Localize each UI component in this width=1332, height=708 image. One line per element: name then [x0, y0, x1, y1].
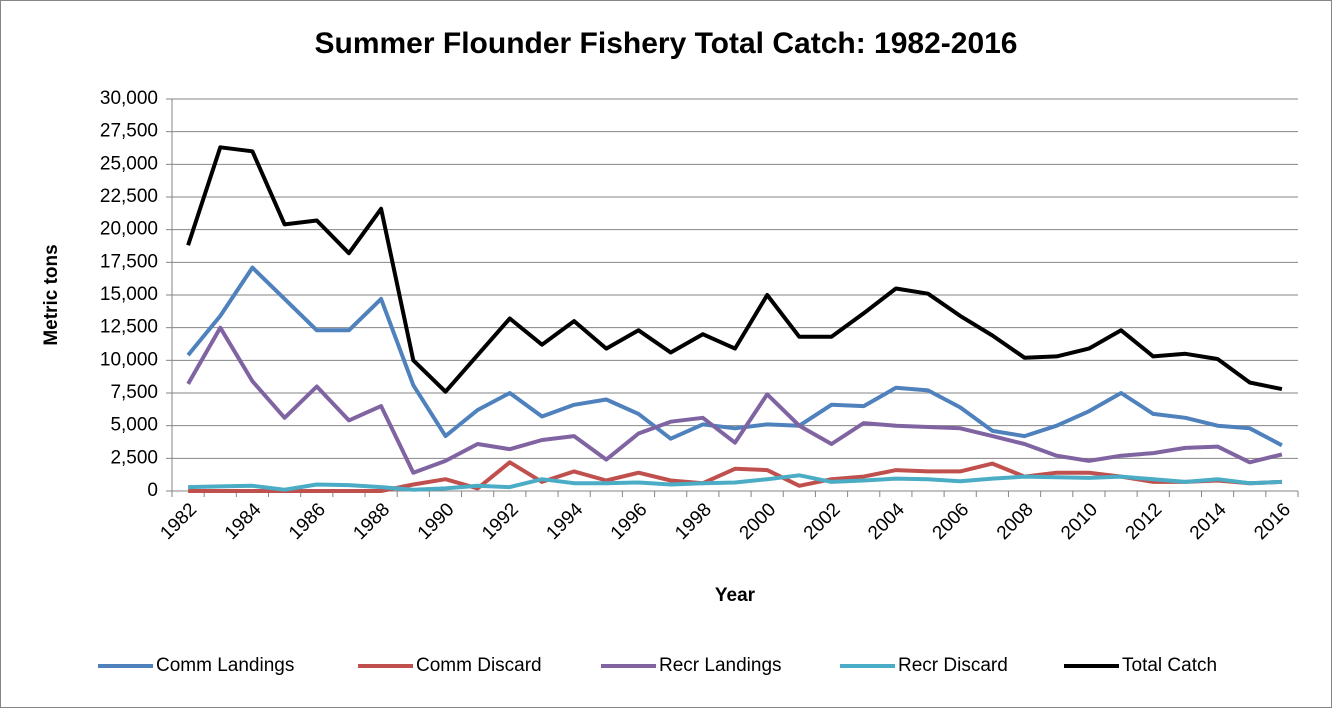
series-line	[186, 265, 1283, 448]
y-tick-label: 2,500	[110, 447, 158, 468]
y-tick-label: 20,000	[100, 219, 158, 240]
chart-title: Summer Flounder Fishery Total Catch: 198…	[315, 27, 1018, 60]
x-axis-label: Year	[715, 585, 756, 606]
legend-label: Recr Landings	[659, 655, 782, 676]
y-tick-label: 17,500	[100, 251, 158, 272]
y-tick-label: 27,500	[100, 121, 158, 142]
y-tick-label: 12,500	[100, 317, 158, 338]
y-tick-label: 10,000	[100, 349, 158, 370]
y-tick-label: 7,500	[110, 382, 158, 403]
legend-label: Recr Discard	[898, 655, 1008, 676]
series-line	[186, 325, 1283, 475]
y-tick-label: 5,000	[110, 415, 158, 436]
y-tick-label: 22,500	[100, 186, 158, 207]
series-line	[186, 145, 1283, 394]
y-tick-label: 0	[147, 480, 158, 501]
y-tick-label: 25,000	[100, 153, 158, 174]
y-tick-label: 15,000	[100, 284, 158, 305]
series-line	[188, 473, 1282, 492]
series-line	[188, 460, 1282, 493]
y-axis-label: Metric tons	[41, 244, 62, 345]
legend-label: Comm Landings	[156, 655, 294, 676]
y-tick-label: 30,000	[100, 88, 158, 109]
legend-label: Total Catch	[1122, 655, 1217, 676]
legend-label: Comm Discard	[416, 655, 542, 676]
